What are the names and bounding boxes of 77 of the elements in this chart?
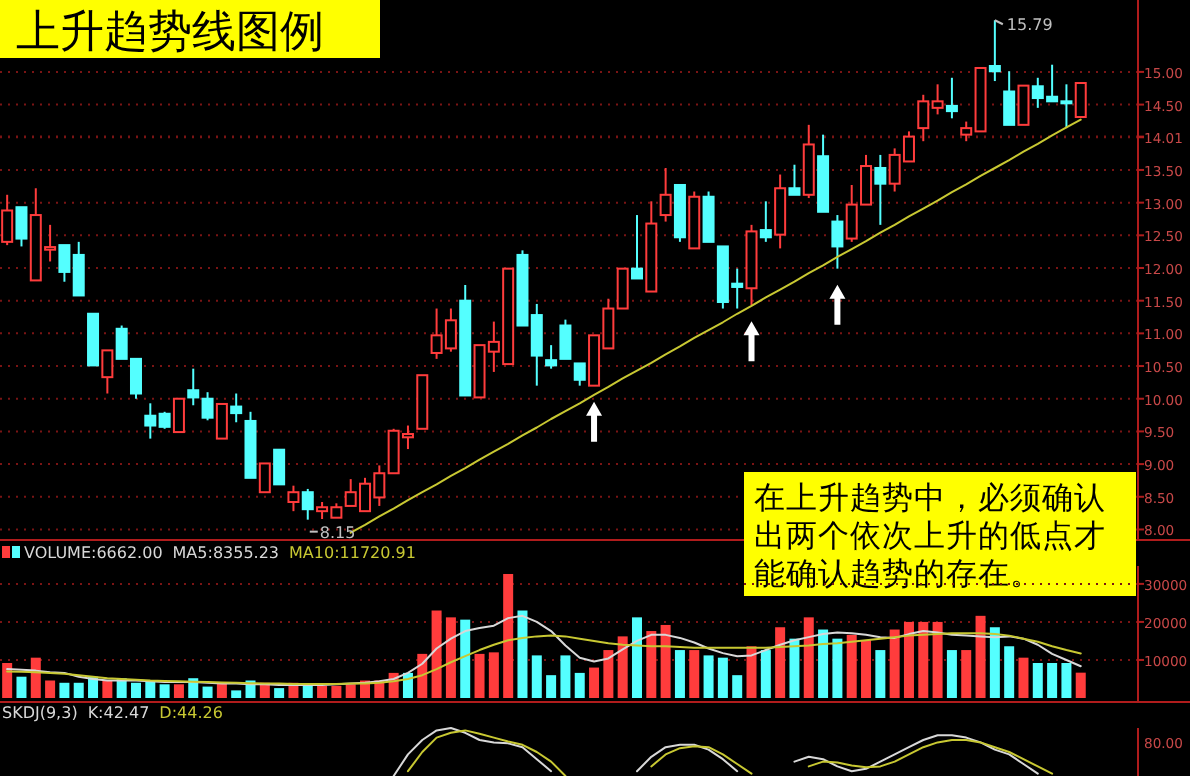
bar	[789, 638, 800, 698]
title: 上升趋势线图例	[0, 0, 380, 58]
bar	[674, 650, 685, 698]
bar	[818, 629, 829, 698]
bar	[760, 650, 771, 698]
bar	[317, 685, 328, 698]
bar	[2, 663, 13, 698]
bar	[961, 650, 972, 698]
bar	[431, 610, 442, 698]
line-series	[6, 632, 1082, 685]
bar	[445, 617, 456, 698]
bar	[589, 667, 600, 698]
bar	[946, 650, 957, 698]
line-series	[6, 614, 1082, 687]
bar	[660, 624, 671, 698]
bar	[130, 682, 141, 698]
bar	[45, 680, 56, 698]
bar	[746, 646, 757, 698]
text: D:44.26	[159, 704, 223, 722]
bar	[546, 675, 557, 698]
bar	[274, 688, 285, 698]
bar	[918, 621, 929, 698]
bar	[889, 629, 900, 698]
bar	[775, 627, 786, 698]
bar	[1047, 663, 1058, 698]
bar	[102, 680, 113, 698]
bar	[875, 650, 886, 698]
bar	[846, 634, 857, 698]
bar	[73, 682, 84, 698]
legend-title: SKDJ(9,3)	[2, 704, 78, 722]
bar	[703, 655, 714, 698]
bar	[16, 676, 27, 698]
annotation: 8.15	[319, 523, 356, 542]
bar	[1061, 663, 1072, 698]
bar	[861, 640, 872, 698]
bar	[202, 686, 213, 698]
bar	[603, 650, 614, 698]
annotation: 15.79	[1006, 16, 1053, 35]
note: 在上升趋势中，必须确认出两个依次上升的低点才能确认趋势的存在。	[744, 472, 1136, 596]
bar	[631, 617, 642, 698]
bar	[331, 685, 342, 698]
bar	[517, 610, 528, 698]
bar	[345, 684, 356, 698]
bar	[1004, 646, 1015, 698]
bar	[717, 657, 728, 698]
bar	[231, 690, 242, 698]
bar	[159, 684, 170, 698]
bar	[1018, 657, 1029, 698]
text: K:42.47	[87, 704, 150, 722]
bar	[932, 621, 943, 698]
bar	[989, 627, 1000, 698]
annotation: 在上升趋势中，必须确认出两个依次上升的低点才能确认趋势的存在。	[754, 480, 1106, 592]
bar	[188, 678, 199, 698]
bar	[503, 573, 514, 698]
bar	[59, 682, 70, 698]
text: MA10:11720.91	[289, 544, 416, 562]
bar	[975, 615, 986, 698]
bar	[646, 631, 657, 698]
bar	[803, 617, 814, 698]
bar	[488, 652, 499, 698]
chart-title: 上升趋势线图例	[16, 8, 324, 58]
bar	[832, 638, 843, 698]
bar	[560, 655, 571, 698]
text: MA5:8355.23	[172, 544, 280, 562]
bar	[574, 672, 585, 698]
legend-label: VOLUME:6662.00	[24, 544, 163, 562]
bar	[460, 619, 471, 698]
bar	[30, 657, 41, 698]
bar	[173, 684, 184, 698]
bar	[617, 636, 628, 698]
bar	[689, 650, 700, 698]
bar	[474, 653, 485, 698]
bar	[531, 655, 542, 698]
bar	[1075, 672, 1086, 698]
bar	[732, 675, 743, 698]
bar	[903, 621, 914, 698]
bar	[1032, 663, 1043, 698]
